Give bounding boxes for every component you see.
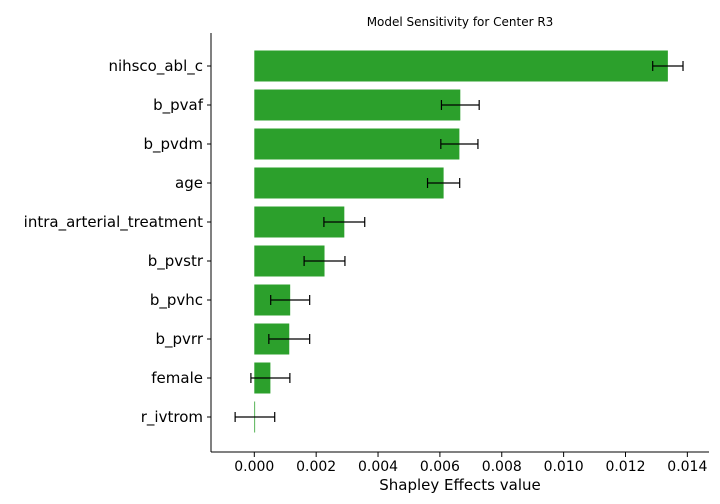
y-tick-label: b_pvhc <box>150 291 203 310</box>
y-tick-label: b_pvrr <box>156 330 204 349</box>
bar <box>254 128 460 160</box>
y-tick-label: age <box>175 174 203 192</box>
y-tick-label: nihsco_abl_c <box>108 57 203 76</box>
x-tick-label: 0.014 <box>667 459 707 475</box>
x-tick-label: 0.010 <box>544 459 584 475</box>
x-tick-label: 0.004 <box>358 459 398 475</box>
y-tick-label: intra_arterial_treatment <box>24 213 203 232</box>
x-axis: 0.000 0.002 0.004 0.006 0.008 0.010 0.012 0.014 <box>234 452 707 475</box>
y-tick-label: b_pvaf <box>153 96 204 115</box>
x-tick-label: 0.000 <box>234 459 274 475</box>
y-tick-label: r_ivtrom <box>141 408 203 427</box>
bars-group <box>254 50 668 433</box>
x-tick-label: 0.008 <box>482 459 522 475</box>
error-bars-group <box>234 61 684 422</box>
y-tick-label: female <box>151 369 203 387</box>
x-tick-label: 0.012 <box>605 459 645 475</box>
x-tick-label: 0.006 <box>420 459 460 475</box>
bar <box>254 89 461 121</box>
bar <box>254 167 444 199</box>
y-tick-label: b_pvstr <box>148 252 204 271</box>
x-tick-label: 0.002 <box>296 459 336 475</box>
chart-title: Model Sensitivity for Center R3 <box>367 15 554 29</box>
x-axis-label: Shapley Effects value <box>379 476 541 494</box>
bar <box>254 50 668 82</box>
y-tick-label: b_pvdm <box>143 135 203 154</box>
